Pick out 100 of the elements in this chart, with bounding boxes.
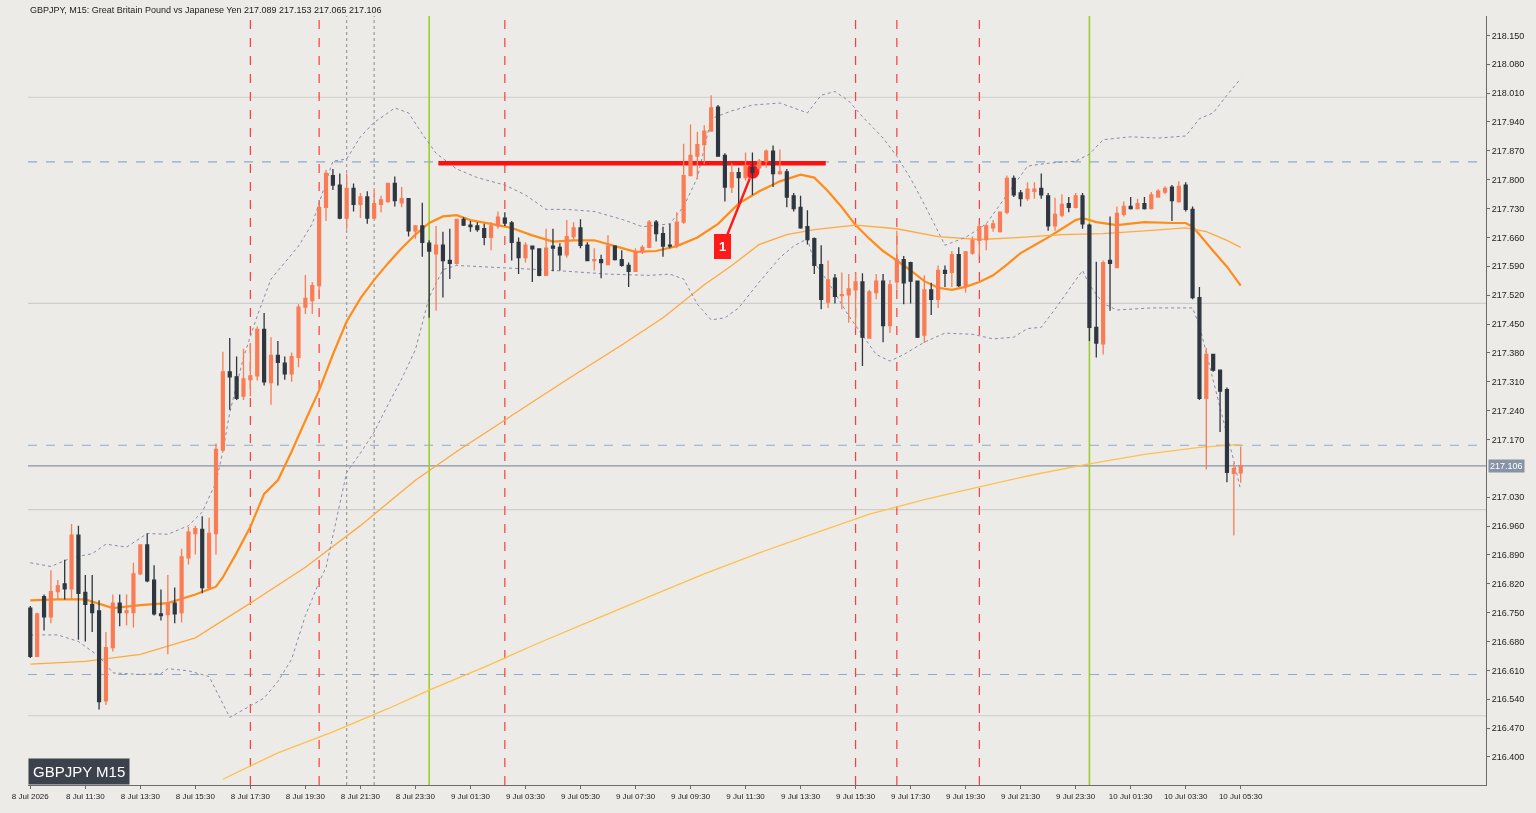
candlestick xyxy=(344,172,349,231)
candlestick xyxy=(750,151,755,196)
candlestick xyxy=(186,526,191,566)
y-tick-label: 217.030 xyxy=(1491,492,1525,503)
x-tick-label: 9 Jul 11:30 xyxy=(726,791,766,801)
candlestick xyxy=(1018,189,1023,208)
candlestick xyxy=(248,342,253,397)
annotation: 1 xyxy=(719,239,727,254)
candlestick xyxy=(715,104,721,157)
candlestick xyxy=(736,167,741,205)
y-tick-label: 216.820 xyxy=(1491,578,1525,589)
candlestick xyxy=(770,144,776,188)
candlestick xyxy=(894,230,899,291)
candlestick xyxy=(516,236,521,275)
candlestick xyxy=(619,249,624,268)
candlestick xyxy=(145,532,150,583)
x-tick-label: 9 Jul 23:30 xyxy=(1056,791,1096,801)
candlestick xyxy=(495,210,501,230)
y-tick-label: 217.310 xyxy=(1491,376,1525,387)
candlestick xyxy=(812,236,817,275)
x-tick-label: 10 Jul 01:30 xyxy=(1108,791,1154,801)
x-tick-label: 8 Jul 11:30 xyxy=(66,791,106,801)
candlestick xyxy=(1128,196,1133,211)
candlestick xyxy=(83,574,88,643)
y-tick-label: 218.010 xyxy=(1491,88,1525,99)
candlestick xyxy=(1149,191,1154,211)
candlestick xyxy=(887,279,893,334)
y-tick-label: 216.400 xyxy=(1491,752,1525,763)
candlestick xyxy=(96,599,102,711)
x-tick-label: 9 Jul 17:30 xyxy=(891,791,931,801)
candlestick xyxy=(131,562,136,629)
x-tick-label: 9 Jul 19:30 xyxy=(946,791,986,801)
ref-line-label: 217.106 xyxy=(1490,461,1523,471)
candlestick xyxy=(1094,261,1099,359)
line-series xyxy=(29,173,1242,610)
candlestick xyxy=(1121,200,1126,218)
candlestick xyxy=(502,211,507,227)
candlestick xyxy=(626,261,631,288)
x-tick-label: 8 Jul 23:30 xyxy=(395,791,436,801)
candlestick xyxy=(805,209,810,246)
candlestick xyxy=(1169,184,1175,222)
candlestick xyxy=(76,524,81,641)
candlestick xyxy=(647,219,652,249)
candlestick xyxy=(255,325,260,382)
candlestick xyxy=(709,94,714,133)
y-tick-label: 218.150 xyxy=(1491,30,1525,41)
candlestick xyxy=(853,271,858,330)
x-tick-label: 9 Jul 21:30 xyxy=(1001,791,1041,801)
candlestick xyxy=(592,247,597,272)
candlestick xyxy=(1197,286,1202,401)
candlestick xyxy=(1114,205,1120,269)
candlestick xyxy=(922,274,927,344)
candlestick xyxy=(385,182,391,204)
candlestick xyxy=(956,246,961,288)
annotation: GBPJPY M15 xyxy=(33,763,126,780)
candlestick xyxy=(688,123,693,177)
candlestick xyxy=(41,593,47,632)
candlestick xyxy=(791,192,796,213)
candlestick xyxy=(578,218,583,249)
candlestick xyxy=(241,348,246,401)
candlestick xyxy=(103,631,109,706)
candlestick xyxy=(179,548,184,624)
candlestick xyxy=(949,250,954,288)
candlestick xyxy=(722,152,727,203)
candlestick xyxy=(447,228,452,280)
candlestick xyxy=(200,515,205,594)
y-tick-label: 216.750 xyxy=(1491,607,1525,618)
candlestick xyxy=(550,228,556,272)
candlestick xyxy=(764,148,769,169)
candlestick xyxy=(839,271,844,310)
candlestick xyxy=(151,564,157,617)
candlestick xyxy=(262,312,267,387)
candlestick xyxy=(1162,185,1168,195)
y-tick-label: 217.870 xyxy=(1491,145,1525,156)
x-tick-label: 8 Jul 19:30 xyxy=(285,791,326,801)
candlestick xyxy=(832,273,838,305)
candlestick xyxy=(365,190,370,225)
candlestick xyxy=(124,593,129,627)
candlestick xyxy=(413,224,418,240)
candlestick xyxy=(268,336,274,406)
candlestick xyxy=(69,523,74,600)
x-tick-label: 10 Jul 03:30 xyxy=(1163,791,1209,801)
candlestick xyxy=(1176,180,1181,204)
candlestick xyxy=(275,340,280,387)
x-tick-label: 8 Jul 13:30 xyxy=(120,791,161,801)
candlestick xyxy=(1032,181,1037,200)
candlestick xyxy=(234,355,239,401)
candlestick xyxy=(729,162,734,194)
candlestick xyxy=(55,579,60,601)
candlestick xyxy=(48,569,54,625)
x-tick-label: 8 Jul 2026 xyxy=(11,791,50,801)
candlestick xyxy=(468,220,473,233)
y-tick-label: 217.520 xyxy=(1491,290,1525,301)
candlestick xyxy=(963,250,968,294)
y-tick-label: 217.240 xyxy=(1491,405,1525,416)
candlestick xyxy=(310,281,315,315)
candlestick xyxy=(220,350,225,453)
candlestick xyxy=(599,254,604,279)
candlestick xyxy=(1052,197,1058,232)
candlestick xyxy=(825,259,831,309)
